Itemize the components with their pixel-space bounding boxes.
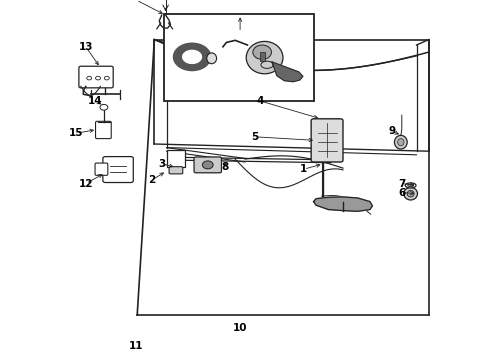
- Ellipse shape: [246, 41, 283, 74]
- Circle shape: [87, 76, 92, 80]
- Bar: [260, 52, 265, 61]
- FancyBboxPatch shape: [95, 163, 108, 175]
- Text: 14: 14: [88, 96, 103, 106]
- Text: 4: 4: [256, 96, 264, 106]
- Polygon shape: [314, 197, 372, 211]
- Ellipse shape: [202, 161, 213, 169]
- Ellipse shape: [408, 184, 414, 187]
- Text: 12: 12: [78, 179, 93, 189]
- Text: 8: 8: [222, 162, 229, 172]
- Text: 13: 13: [78, 42, 93, 52]
- Text: 15: 15: [69, 128, 83, 138]
- Text: 5: 5: [251, 132, 258, 142]
- Text: 1: 1: [300, 164, 307, 174]
- Polygon shape: [272, 62, 303, 82]
- Bar: [167, 150, 185, 167]
- FancyBboxPatch shape: [169, 167, 183, 174]
- Text: 10: 10: [233, 323, 247, 333]
- FancyBboxPatch shape: [96, 121, 111, 139]
- Circle shape: [100, 104, 108, 110]
- Ellipse shape: [404, 187, 417, 200]
- FancyBboxPatch shape: [103, 157, 133, 183]
- FancyBboxPatch shape: [311, 119, 343, 162]
- Ellipse shape: [398, 139, 404, 146]
- Ellipse shape: [405, 183, 416, 188]
- Ellipse shape: [407, 190, 414, 197]
- Ellipse shape: [253, 45, 271, 59]
- Text: 11: 11: [129, 341, 144, 351]
- FancyBboxPatch shape: [79, 66, 113, 88]
- Text: 2: 2: [148, 175, 155, 185]
- Text: 6: 6: [398, 188, 405, 198]
- Circle shape: [104, 76, 109, 80]
- Circle shape: [96, 76, 100, 80]
- Text: 9: 9: [389, 126, 395, 136]
- FancyBboxPatch shape: [194, 157, 221, 173]
- Bar: [164, 14, 314, 101]
- Text: 7: 7: [398, 179, 406, 189]
- Text: 3: 3: [158, 159, 165, 169]
- Ellipse shape: [207, 53, 217, 64]
- Ellipse shape: [394, 135, 407, 149]
